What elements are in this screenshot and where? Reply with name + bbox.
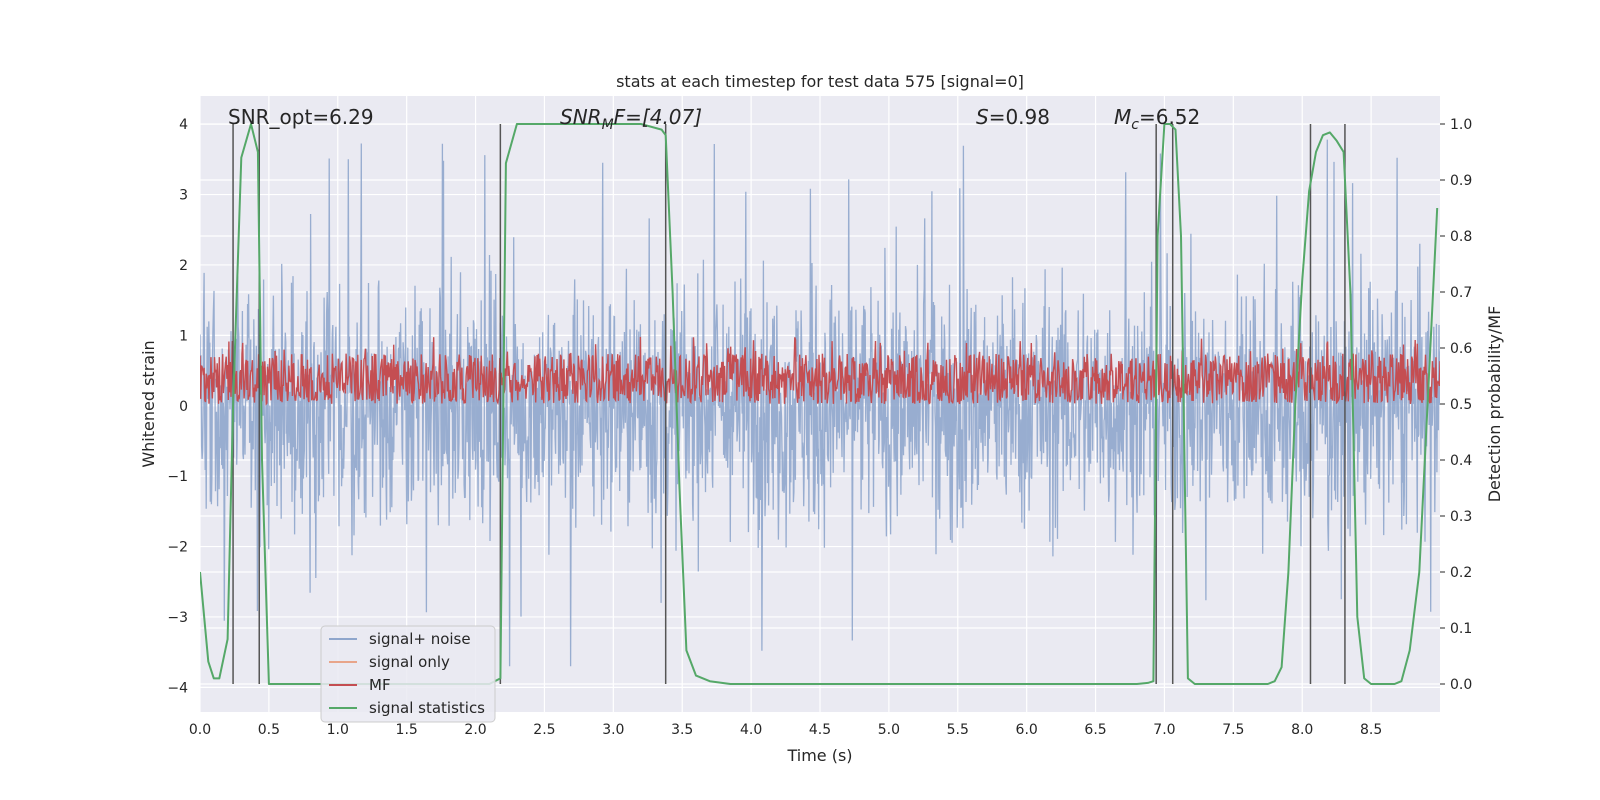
x-tick-label: 0.5	[258, 722, 280, 738]
y-right-tick-label: 0.9	[1450, 173, 1472, 189]
x-tick-label: 6.0	[1016, 722, 1038, 738]
annotation-snr-opt: SNR_opt=6.29	[228, 105, 374, 129]
y-left-tick-label: −4	[167, 680, 188, 696]
annotation-s-value: =0.98	[989, 105, 1050, 129]
annotation-mc: Mc=6.52	[1114, 105, 1200, 133]
legend-label-mf: MF	[369, 676, 391, 694]
legend: signal+ noise signal only MF signal stat…	[320, 625, 496, 723]
mf-line	[200, 336, 1440, 406]
y-right-tick-label: 0.7	[1450, 285, 1472, 301]
y-left-tick-label: 1	[179, 328, 188, 344]
annotation-mc-symbol: M	[1114, 105, 1131, 129]
y-axis-right-label: Detection probability/MF	[1485, 306, 1504, 503]
annotation-mc-subscript: c	[1131, 117, 1139, 133]
x-axis-label: Time (s)	[786, 746, 852, 765]
y-left-tick-label: −3	[167, 610, 188, 626]
chart-title: stats at each timestep for test data 575…	[616, 72, 1024, 91]
annotation-s: S=0.98	[976, 105, 1050, 129]
y-left-tick-label: 2	[179, 258, 188, 274]
x-tick-label: 6.5	[1084, 722, 1106, 738]
y-right-tick-label: 0.3	[1450, 509, 1472, 525]
y-axis-right-ticks: 1.0 0.9 0.8 0.7 0.6 0.5 0.4 0.3 0.2 0.1 0.0	[1440, 117, 1472, 693]
y-right-tick-label: 0.6	[1450, 341, 1472, 357]
signal-noise-series	[200, 139, 1440, 667]
y-axis-left-ticks: 4 3 2 1 0 −1 −2 −3 −4	[167, 117, 188, 696]
y-right-tick-label: 0.2	[1450, 565, 1472, 581]
x-tick-label: 5.5	[947, 722, 969, 738]
signal-statistics-line	[200, 123, 1439, 685]
mf-series	[200, 336, 1440, 406]
y-left-tick-label: −1	[167, 469, 188, 485]
y-left-tick-label: 3	[179, 188, 188, 204]
annotation-snr-mf: SNRMF=[4.07]	[560, 105, 702, 133]
x-tick-label: 2.0	[464, 722, 486, 738]
y-right-tick-label: 0.4	[1450, 453, 1472, 469]
y-left-tick-label: −2	[167, 540, 188, 556]
x-tick-label: 1.0	[327, 722, 349, 738]
x-axis-ticks: 0.0 0.5 1.0 1.5 2.0 2.5 3.0 3.5 4.0 4.5 5.0 5.5 6.0 6…	[189, 722, 1382, 738]
annotation-snr-mf-symbol: SNR	[560, 105, 602, 129]
annotation-s-symbol: S	[976, 105, 989, 129]
x-tick-label: 8.5	[1360, 722, 1382, 738]
signal-statistics-series	[200, 123, 1439, 685]
y-right-tick-label: 0.5	[1450, 397, 1472, 413]
annotation-snr-mf-value: F=[4.07]	[614, 105, 702, 129]
y-right-tick-label: 1.0	[1450, 117, 1472, 133]
x-tick-label: 3.5	[671, 722, 693, 738]
x-tick-label: 3.0	[602, 722, 624, 738]
y-axis-left-label: Whitened strain	[139, 340, 158, 467]
legend-box	[320, 625, 496, 723]
x-tick-label: 0.0	[189, 722, 211, 738]
x-tick-label: 2.5	[533, 722, 555, 738]
signal-noise-line	[200, 139, 1440, 667]
legend-label-signal-statistics: signal statistics	[369, 699, 485, 717]
x-tick-label: 4.0	[740, 722, 762, 738]
x-tick-label: 4.5	[809, 722, 831, 738]
x-tick-label: 5.0	[878, 722, 900, 738]
annotation-mc-value: =6.52	[1139, 105, 1200, 129]
annotation-snr-mf-subscript: M	[602, 117, 614, 133]
y-right-tick-label: 0.0	[1450, 677, 1472, 693]
x-tick-label: 8.0	[1291, 722, 1313, 738]
x-tick-label: 7.0	[1153, 722, 1175, 738]
legend-label-signal-only: signal only	[369, 653, 450, 671]
y-left-tick-label: 0	[179, 399, 188, 415]
x-tick-label: 7.5	[1222, 722, 1244, 738]
y-right-tick-label: 0.8	[1450, 229, 1472, 245]
y-left-tick-label: 4	[179, 117, 188, 133]
y-right-tick-label: 0.1	[1450, 621, 1472, 637]
legend-label-signal-noise: signal+ noise	[369, 630, 471, 648]
x-tick-label: 1.5	[396, 722, 418, 738]
